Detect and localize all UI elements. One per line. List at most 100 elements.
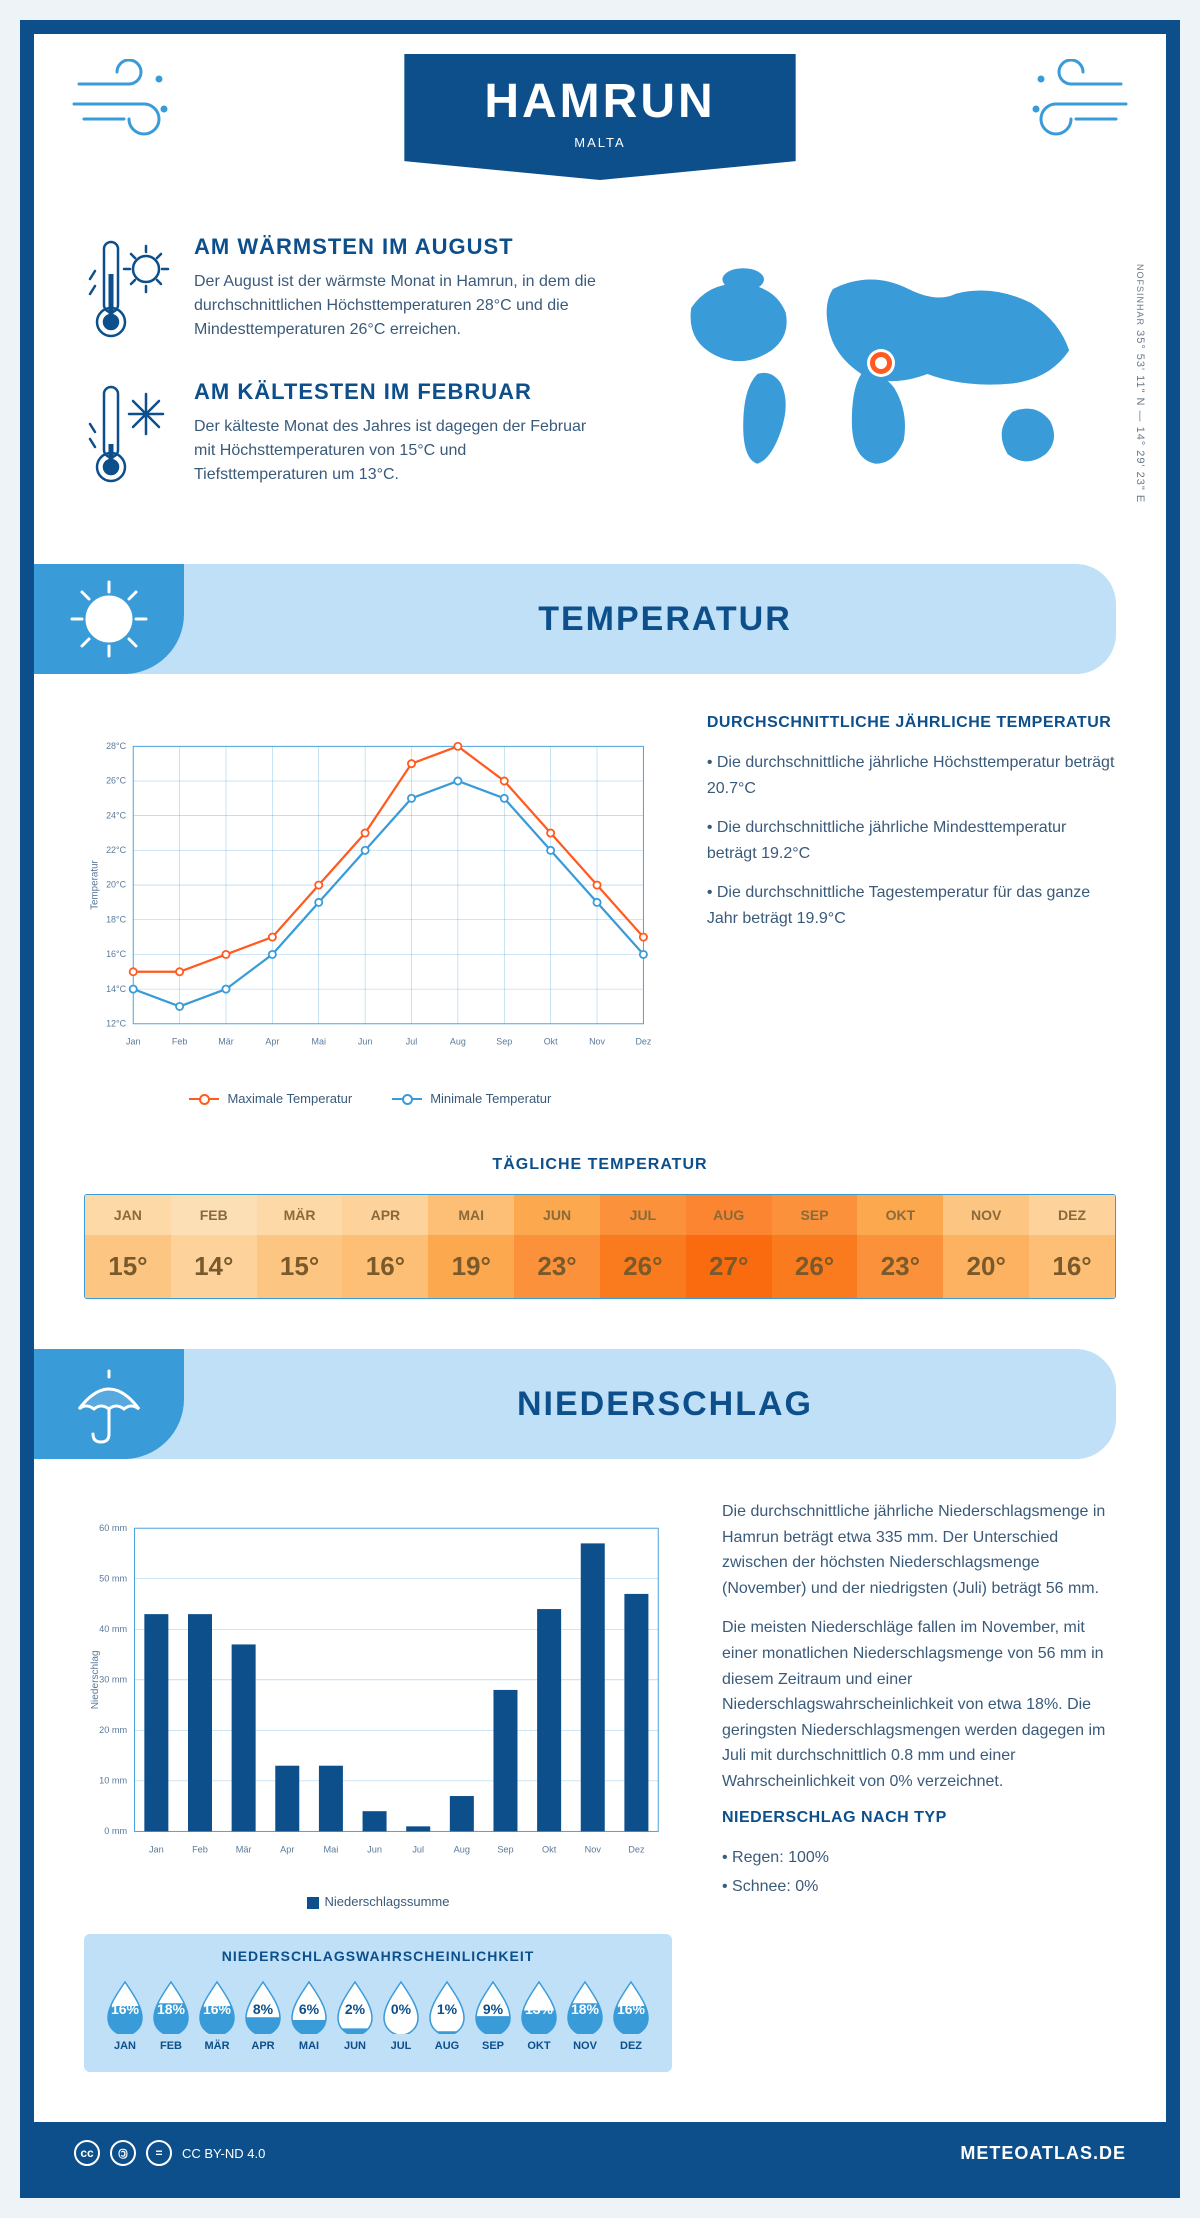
svg-text:20°C: 20°C [106,880,127,890]
svg-text:10 mm: 10 mm [99,1776,127,1786]
svg-text:28°C: 28°C [106,741,127,751]
svg-text:50 mm: 50 mm [99,1574,127,1584]
umbrella-section-icon [34,1349,184,1459]
temperature-chart-column: 12°C14°C16°C18°C20°C22°C24°C26°C28°CJanF… [84,714,657,1106]
intro-section: AM WÄRMSTEN IM AUGUST Der August ist der… [34,214,1166,554]
svg-text:Sep: Sep [496,1036,512,1046]
drop-item: 6% MAI [286,1978,332,2052]
drop-item: 9% SEP [470,1978,516,2052]
svg-text:Nov: Nov [589,1036,605,1046]
temp-bullet-3: • Die durchschnittliche Tagestemperatur … [707,880,1116,931]
site-name: METEOATLAS.DE [960,2143,1126,2164]
nd-icon: = [146,2140,172,2166]
svg-text:Aug: Aug [454,1845,470,1855]
warmest-fact: AM WÄRMSTEN IM AUGUST Der August ist der… [84,234,604,349]
legend-min-label: Minimale Temperatur [430,1091,551,1106]
svg-text:Sep: Sep [497,1845,513,1855]
coldest-text: Der kälteste Monat des Jahres ist dagege… [194,415,604,487]
location-marker-icon [870,352,892,374]
temp-bullet-1: • Die durchschnittliche jährliche Höchst… [707,750,1116,801]
svg-text:Jan: Jan [126,1036,140,1046]
svg-text:Aug: Aug [450,1036,466,1046]
svg-text:Feb: Feb [172,1036,187,1046]
temp-cell: SEP26° [772,1195,858,1298]
precip-para-1: Die durchschnittliche jährliche Niedersc… [722,1499,1116,1601]
svg-text:Jan: Jan [149,1845,164,1855]
legend-max-label: Maximale Temperatur [227,1091,352,1106]
warmest-text: Der August ist der wärmste Monat in Hamr… [194,270,604,342]
temp-cell: OKT23° [857,1195,943,1298]
drop-item: 2% JUN [332,1978,378,2052]
city-title: HAMRUN [484,74,715,129]
facts-column: AM WÄRMSTEN IM AUGUST Der August ist der… [84,234,604,524]
coldest-fact: AM KÄLTESTEN IM FEBRUAR Der kälteste Mon… [84,379,604,494]
svg-text:14°C: 14°C [106,984,127,994]
drop-item: 1% AUG [424,1978,470,2052]
svg-text:Niederschlag: Niederschlag [90,1650,101,1709]
wind-icon-left [69,59,179,144]
svg-text:Mär: Mär [218,1036,233,1046]
svg-text:Feb: Feb [192,1845,208,1855]
svg-text:Okt: Okt [542,1845,557,1855]
svg-text:Jun: Jun [358,1036,372,1046]
svg-text:Dez: Dez [635,1036,651,1046]
temp-cell: DEZ16° [1029,1195,1115,1298]
svg-text:Mär: Mär [236,1845,252,1855]
drop-item: 16% MÄR [194,1978,240,2052]
svg-text:Mai: Mai [312,1036,326,1046]
svg-text:60 mm: 60 mm [99,1523,127,1533]
precip-para-2: Die meisten Niederschläge fallen im Nove… [722,1615,1116,1794]
svg-text:Nov: Nov [585,1845,602,1855]
svg-text:Dez: Dez [628,1845,645,1855]
map-column: NOFSINHAR 35° 53' 11" N — 14° 29' 23" E [644,234,1116,524]
precipitation-bar-chart: 0 mm10 mm20 mm30 mm40 mm50 mm60 mmJanFeb… [84,1499,672,1879]
probability-heading: NIEDERSCHLAGSWAHRSCHEINLICHKEIT [102,1948,654,1964]
drop-item: 8% APR [240,1978,286,2052]
wind-icon-right [1021,59,1131,144]
thermometer-cold-icon [84,379,174,494]
precipitation-chart-column: 0 mm10 mm20 mm30 mm40 mm50 mm60 mmJanFeb… [84,1499,672,2072]
drop-item: 18% FEB [148,1978,194,2052]
daily-temp-heading: TÄGLICHE TEMPERATUR [84,1156,1116,1174]
temperature-section-header: TEMPERATUR [34,564,1116,674]
temp-cell: APR16° [342,1195,428,1298]
svg-text:Jul: Jul [406,1036,417,1046]
drop-item: 13% OKT [516,1978,562,2052]
svg-text:30 mm: 30 mm [99,1675,127,1685]
temperature-content: 12°C14°C16°C18°C20°C22°C24°C26°C28°CJanF… [34,704,1166,1136]
license-info: cc 🄯 = CC BY-ND 4.0 [74,2140,265,2166]
daily-temperature-section: TÄGLICHE TEMPERATUR JAN15°FEB14°MÄR15°AP… [34,1136,1166,1339]
svg-text:16°C: 16°C [106,949,127,959]
temp-cell: AUG27° [686,1195,772,1298]
svg-text:Mai: Mai [324,1845,339,1855]
cc-icon: cc [74,2140,100,2166]
svg-text:Okt: Okt [544,1036,558,1046]
temp-bullet-2: • Die durchschnittliche jährliche Mindes… [707,815,1116,866]
svg-text:40 mm: 40 mm [99,1624,127,1634]
temp-text-heading: DURCHSCHNITTLICHE JÄHRLICHE TEMPERATUR [707,714,1116,732]
svg-text:22°C: 22°C [106,845,127,855]
precip-type-2: • Schnee: 0% [722,1874,1116,1900]
svg-text:Apr: Apr [280,1845,294,1855]
temp-cell: MAI19° [428,1195,514,1298]
bar-legend: Niederschlagssumme [84,1894,672,1909]
temp-cell: FEB14° [171,1195,257,1298]
title-banner: HAMRUN MALTA [404,54,795,180]
temp-cell: JAN15° [85,1195,171,1298]
precipitation-text-column: Die durchschnittliche jährliche Niedersc… [722,1499,1116,2072]
svg-text:24°C: 24°C [106,810,127,820]
thermometer-hot-icon [84,234,174,349]
svg-text:20 mm: 20 mm [99,1725,127,1735]
probability-box: NIEDERSCHLAGSWAHRSCHEINLICHKEIT 16% JAN … [84,1934,672,2072]
drop-item: 16% DEZ [608,1978,654,2052]
svg-text:Temperatur: Temperatur [89,859,100,909]
infographic-page: HAMRUN MALTA AM WÄRMSTEN IM AUGUST Der A… [20,20,1180,2198]
temperature-line-chart: 12°C14°C16°C18°C20°C22°C24°C26°C28°CJanF… [84,714,657,1074]
svg-text:12°C: 12°C [106,1018,127,1028]
probability-drops: 16% JAN 18% FEB 16% MÄR [102,1978,654,2052]
temp-cell: MÄR15° [257,1195,343,1298]
precipitation-content: 0 mm10 mm20 mm30 mm40 mm50 mm60 mmJanFeb… [34,1489,1166,2102]
precip-type-1: • Regen: 100% [722,1845,1116,1871]
temperature-legend: Maximale Temperatur Minimale Temperatur [84,1091,657,1106]
temp-cell: NOV20° [943,1195,1029,1298]
